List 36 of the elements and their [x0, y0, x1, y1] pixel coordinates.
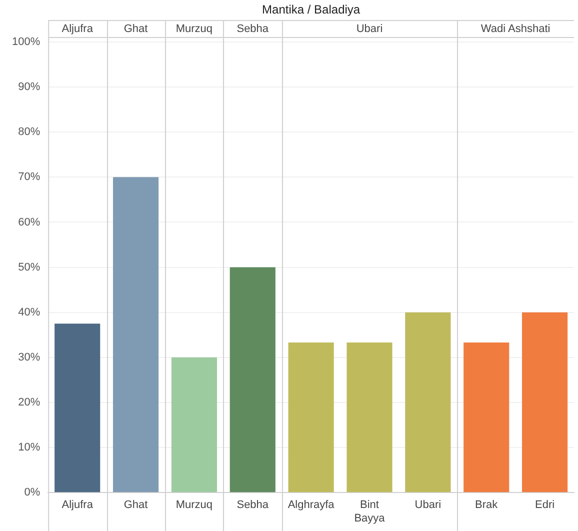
- bar: [54, 324, 100, 492]
- bar: [230, 267, 276, 492]
- bar: [405, 312, 451, 492]
- y-tick-label: 30%: [18, 351, 40, 364]
- x-tick-label: Edri: [535, 499, 555, 512]
- y-tick-label: 90%: [18, 81, 40, 94]
- text: Ghat: [124, 23, 148, 36]
- y-tick-label: 70%: [18, 171, 40, 184]
- text: Wadi Ashshati: [480, 23, 550, 36]
- bar: [346, 342, 392, 492]
- y-tick-label: 20%: [18, 396, 40, 409]
- y-tick-label: 80%: [18, 126, 40, 138]
- x-tick-label: Ubari: [414, 499, 442, 512]
- bar: [112, 177, 159, 492]
- text: Sebha: [236, 23, 270, 36]
- bar: [288, 342, 334, 492]
- bar: [171, 357, 217, 492]
- chart-title: Mantika / Baladiya: [262, 2, 360, 16]
- bar: [464, 342, 510, 492]
- y-tick-label: 100%: [12, 36, 40, 48]
- y-tick-label: 60%: [18, 216, 40, 228]
- x-tick-label: Sebha: [236, 499, 270, 512]
- y-tick-label: 40%: [18, 306, 40, 318]
- y-tick-label: 0%: [24, 486, 40, 499]
- y-tick-label: 10%: [18, 442, 40, 454]
- x-tick-label: Bint Bayya: [354, 499, 386, 524]
- bar: [522, 312, 568, 492]
- x-tick-label: Ghat: [124, 499, 148, 512]
- x-tick-label: Aljufra: [62, 499, 94, 512]
- text: Aljufra: [62, 23, 94, 36]
- x-tick-label: Brak: [475, 499, 498, 512]
- y-tick-label: 50%: [18, 261, 40, 274]
- text: Murzuq: [176, 23, 213, 36]
- x-tick-label: Murzuq: [176, 499, 213, 512]
- x-tick-label: Alghrayfa: [288, 499, 336, 512]
- text: Ubari: [356, 23, 383, 36]
